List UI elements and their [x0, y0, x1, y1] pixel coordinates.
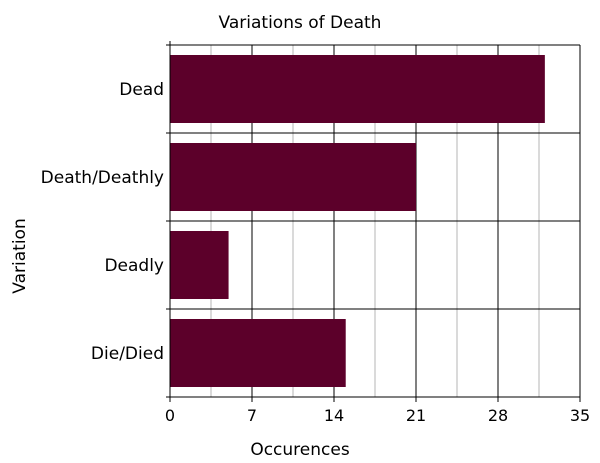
category-label: Dead [119, 80, 164, 100]
axes-layer [166, 41, 581, 402]
category-label: Death/Deathly [41, 168, 164, 188]
x-tick-label: 14 [324, 406, 344, 425]
chart-title: Variations of Death [219, 13, 382, 33]
x-tick-label: 28 [488, 406, 508, 425]
x-tick-label: 7 [247, 406, 257, 425]
x-tick-label: 21 [406, 406, 426, 425]
x-tick-label: 35 [570, 406, 590, 425]
category-label: Die/Died [91, 344, 164, 364]
labels-layer: Dead Death/Deathly Deadly Die/Died 0 7 14 21 28 3… [41, 80, 591, 425]
bar-death-deathly [170, 143, 416, 211]
bar-die-died [170, 319, 346, 387]
y-axis-label: Variation [10, 218, 30, 293]
x-tick-label: 0 [165, 406, 175, 425]
bars-layer [170, 55, 545, 387]
category-label: Deadly [104, 256, 164, 276]
bar-deadly [170, 231, 229, 299]
x-axis-label: Occurences [250, 440, 350, 460]
bar-dead [170, 55, 545, 123]
